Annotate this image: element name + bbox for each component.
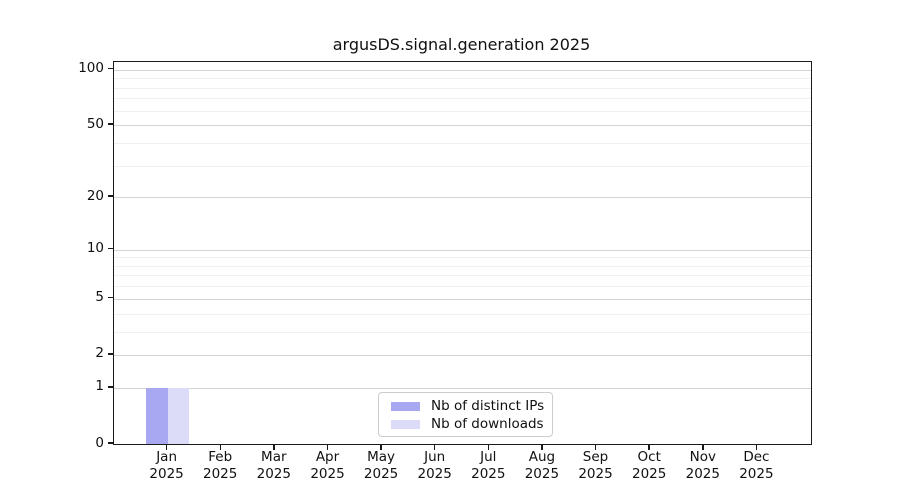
legend-swatch-downloads (391, 419, 420, 429)
gridline-major-1 (114, 387, 811, 389)
x-tick-label-feb: Feb 2025 (203, 449, 238, 482)
gridline-major-2 (114, 354, 811, 356)
gridline-minor-8 (114, 265, 811, 267)
y-tick-label-5: 5 (95, 289, 104, 306)
legend: Nb of distinct IPs Nb of downloads (378, 392, 553, 437)
x-tick-jan (165, 444, 168, 450)
x-tick-label-jul: Jul 2025 (471, 449, 506, 482)
y-tick-2 (108, 353, 113, 355)
gridline-minor-3 (114, 331, 811, 333)
gridline-minor-7 (114, 275, 811, 277)
x-tick-label-mar: Mar 2025 (256, 449, 291, 482)
gridline-major-10 (114, 249, 811, 251)
gridline-minor-30 (114, 165, 811, 167)
x-tick-label-jun: Jun 2025 (417, 449, 452, 482)
legend-item-downloads: Nb of downloads (387, 415, 544, 433)
x-tick-label-jan: Jan 2025 (149, 449, 184, 482)
y-tick-5 (108, 296, 113, 299)
x-tick-feb (219, 444, 221, 450)
gridline-minor-70 (114, 98, 811, 100)
gridline-minor-80 (114, 87, 811, 89)
x-tick-label-oct: Oct 2025 (632, 449, 667, 482)
y-tick-50 (108, 123, 113, 125)
gridline-minor-90 (114, 78, 811, 80)
bar-nb-of-downloads-jan (167, 387, 189, 444)
x-tick-label-apr: Apr 2025 (310, 449, 345, 482)
y-tick-label-2: 2 (95, 345, 104, 362)
y-tick-label-100: 100 (78, 60, 104, 77)
y-tick-20 (108, 195, 113, 197)
x-tick-jul (487, 444, 490, 450)
y-tick-label-10: 10 (86, 240, 104, 256)
chart-title: argusDS.signal.generation 2025 (332, 35, 591, 54)
x-tick-label-nov: Nov 2025 (685, 449, 720, 482)
y-tick-label-50: 50 (86, 115, 104, 132)
legend-item-distinct-ips: Nb of distinct IPs (387, 397, 544, 415)
y-tick-100 (108, 67, 113, 70)
x-tick-label-dec: Dec 2025 (739, 449, 774, 482)
x-tick-sep (594, 444, 597, 450)
gridline-minor-60 (114, 110, 811, 112)
x-tick-may (380, 444, 382, 450)
y-tick-10 (108, 247, 113, 250)
x-tick-dec (755, 444, 758, 450)
y-tick-0 (108, 442, 113, 444)
x-tick-label-may: May 2025 (363, 449, 399, 482)
legend-label-downloads: Nb of downloads (431, 416, 544, 432)
x-tick-aug (541, 444, 543, 450)
x-tick-apr (326, 444, 329, 450)
y-tick-label-1: 1 (95, 378, 104, 395)
legend-swatch-distinct-ips (391, 401, 420, 411)
x-tick-mar (273, 444, 275, 450)
y-tick-label-0: 0 (95, 434, 104, 451)
legend-label-distinct-ips: Nb of distinct IPs (431, 398, 545, 414)
gridline-minor-40 (114, 142, 811, 144)
bar-nb-of-distinct-ips-jan (146, 387, 168, 444)
x-tick-oct (648, 444, 650, 450)
gridline-major-100 (114, 69, 811, 71)
gridline-major-20 (114, 197, 811, 199)
gridline-minor-4 (114, 313, 811, 315)
x-tick-jun (433, 444, 436, 450)
gridline-minor-9 (114, 257, 811, 259)
gridline-minor-6 (114, 286, 811, 288)
y-tick-1 (108, 386, 113, 388)
x-tick-nov (702, 444, 704, 450)
y-tick-label-20: 20 (86, 187, 104, 204)
gridline-major-5 (114, 298, 811, 300)
x-tick-label-aug: Aug 2025 (524, 449, 560, 482)
x-tick-label-sep: Sep 2025 (578, 449, 613, 482)
gridline-major-50 (114, 125, 811, 127)
plot-area (113, 61, 812, 445)
